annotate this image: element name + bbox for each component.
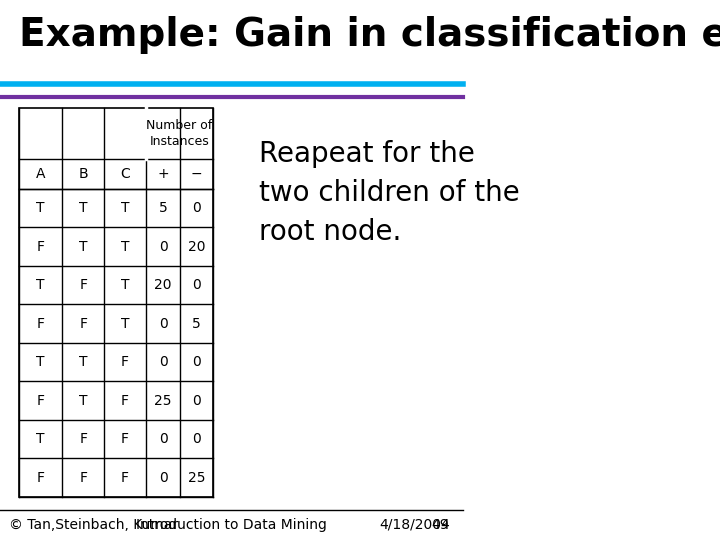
Text: 0: 0 — [159, 240, 168, 254]
Text: 0: 0 — [192, 394, 201, 408]
Text: 0: 0 — [159, 470, 168, 484]
Text: F: F — [121, 432, 129, 446]
Text: T: T — [121, 316, 129, 330]
Text: Number of
Instances: Number of Instances — [146, 119, 212, 148]
Text: 5: 5 — [192, 316, 201, 330]
Text: F: F — [37, 470, 45, 484]
Text: 49: 49 — [431, 518, 449, 532]
Text: F: F — [121, 355, 129, 369]
Text: 20: 20 — [154, 278, 172, 292]
Text: 25: 25 — [188, 470, 205, 484]
Text: 0: 0 — [192, 355, 201, 369]
Text: A: A — [36, 167, 45, 181]
Text: T: T — [36, 355, 45, 369]
Text: T: T — [79, 394, 88, 408]
Text: +: + — [158, 167, 169, 181]
Text: C: C — [120, 167, 130, 181]
Text: T: T — [121, 201, 129, 215]
Text: Introduction to Data Mining: Introduction to Data Mining — [136, 518, 327, 532]
Bar — [19, 108, 213, 497]
Text: Example: Gain in classification error: Example: Gain in classification error — [19, 16, 720, 54]
Text: T: T — [79, 240, 88, 254]
Text: 5: 5 — [159, 201, 168, 215]
Text: Reapeat for the
two children of the
root node.: Reapeat for the two children of the root… — [259, 140, 520, 246]
Text: F: F — [79, 316, 87, 330]
Text: 0: 0 — [192, 278, 201, 292]
Text: T: T — [36, 432, 45, 446]
Text: F: F — [37, 240, 45, 254]
Text: T: T — [121, 278, 129, 292]
Text: F: F — [121, 394, 129, 408]
Text: 0: 0 — [192, 432, 201, 446]
Text: T: T — [36, 278, 45, 292]
Text: B: B — [78, 167, 88, 181]
Text: T: T — [79, 201, 88, 215]
Text: T: T — [36, 201, 45, 215]
Text: F: F — [37, 394, 45, 408]
Text: F: F — [79, 470, 87, 484]
Text: 0: 0 — [159, 355, 168, 369]
Text: F: F — [79, 432, 87, 446]
Text: 25: 25 — [154, 394, 172, 408]
Text: F: F — [79, 278, 87, 292]
Text: −: − — [191, 167, 202, 181]
Text: 20: 20 — [188, 240, 205, 254]
Text: F: F — [121, 470, 129, 484]
Text: © Tan,Steinbach, Kumar: © Tan,Steinbach, Kumar — [9, 518, 179, 532]
Text: T: T — [121, 240, 129, 254]
Text: 4/18/2004: 4/18/2004 — [379, 518, 450, 532]
Text: F: F — [37, 316, 45, 330]
Text: 0: 0 — [192, 201, 201, 215]
Text: T: T — [79, 355, 88, 369]
Text: 0: 0 — [159, 432, 168, 446]
Text: 0: 0 — [159, 316, 168, 330]
